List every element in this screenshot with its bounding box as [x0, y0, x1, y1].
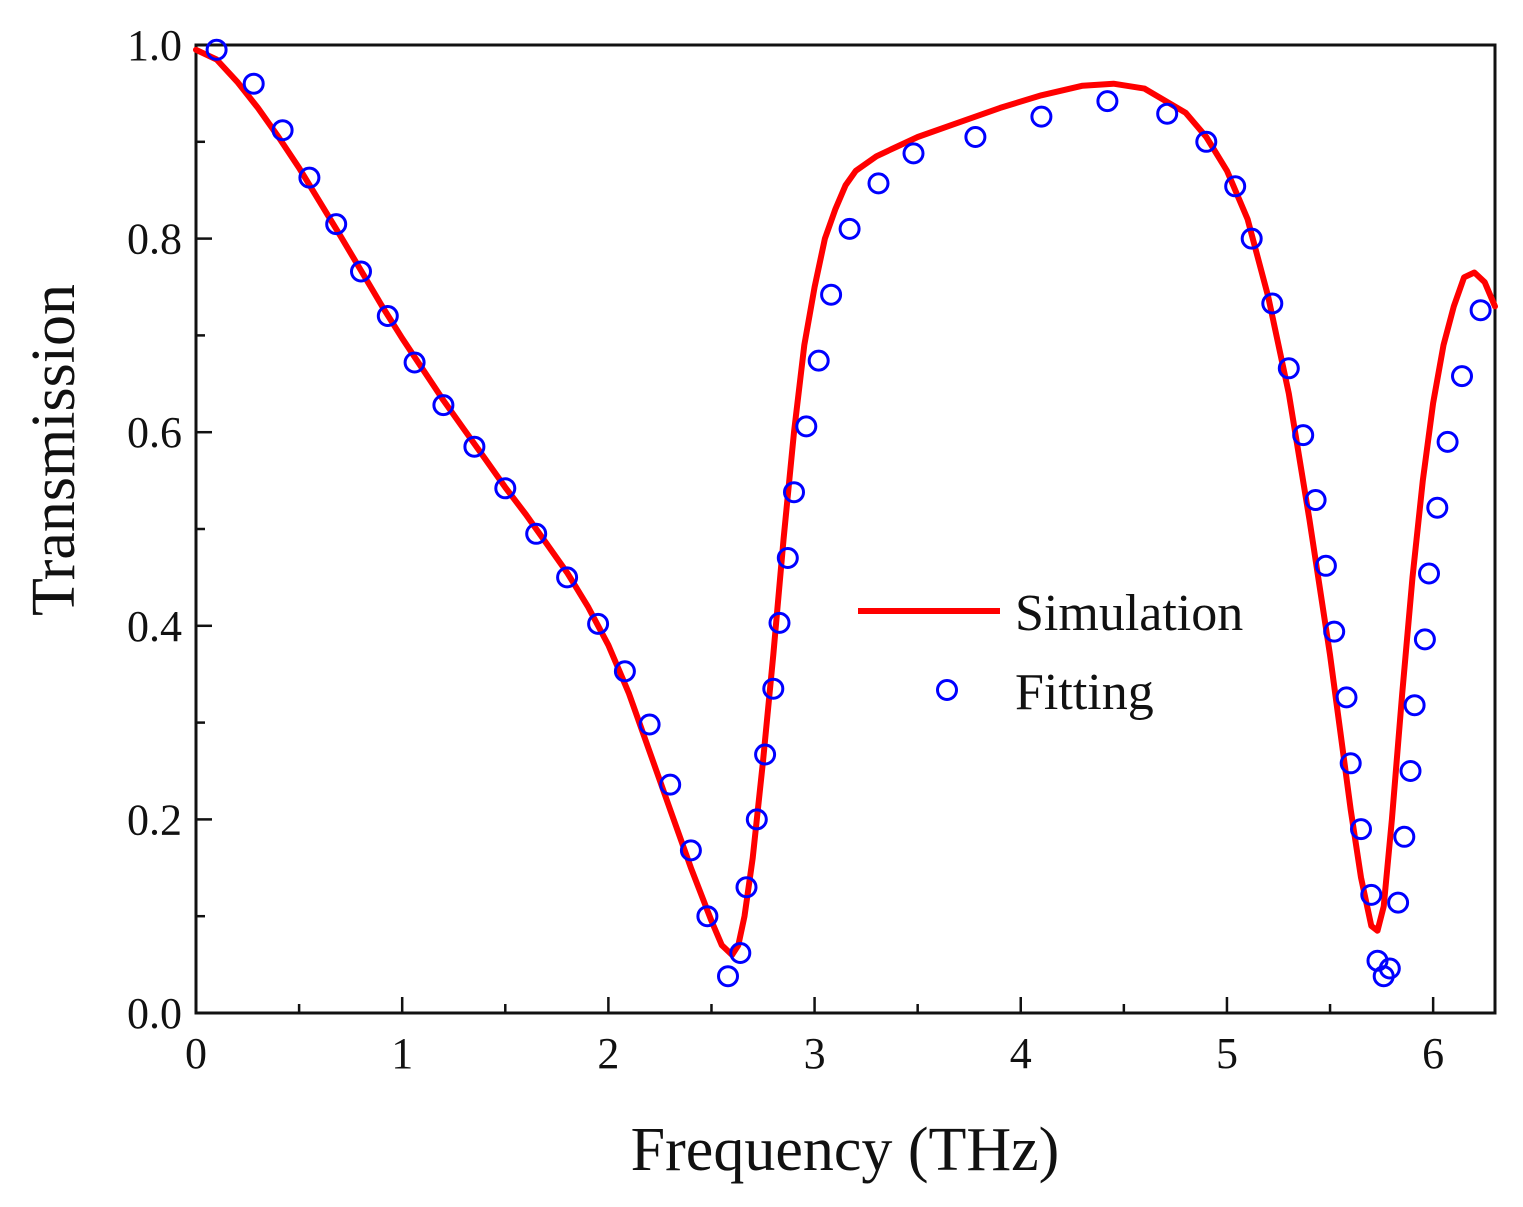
fitting-point: [1261, 292, 1284, 315]
fitting-point: [403, 351, 426, 374]
y-tick-label: 0.2: [127, 795, 182, 844]
fitting-point: [556, 566, 579, 589]
fitting-point: [1323, 620, 1346, 643]
fitting-point: [729, 942, 752, 964]
fitting-point: [1403, 694, 1426, 717]
legend: Simulation Fitting: [858, 585, 1243, 721]
fitting-point: [494, 477, 517, 500]
fitting-point: [1096, 90, 1119, 113]
fitting-point: [1350, 818, 1372, 841]
y-tick-label: 0.8: [127, 215, 182, 264]
fitting-point: [1156, 102, 1179, 125]
fitting-point: [838, 217, 861, 240]
fitting-point: [1240, 227, 1263, 250]
simulation-line: [193, 46, 1498, 958]
fitting-point: [638, 713, 661, 736]
legend-simulation-label: Simulation: [1015, 585, 1243, 642]
fitting-point: [1418, 562, 1440, 585]
fitting-point: [1413, 628, 1436, 651]
y-axis-ticks: 0.0 0.2 0.4 0.6 0.8 1.0: [127, 21, 212, 1038]
y-tick-label: 0.0: [127, 989, 182, 1038]
fitting-point: [754, 743, 777, 766]
fitting-point: [1277, 357, 1300, 380]
x-tick-label: 0: [185, 1029, 207, 1078]
fitting-point: [1339, 752, 1362, 775]
fitting-point: [1426, 496, 1449, 519]
x-tick-label: 2: [597, 1029, 619, 1078]
fitting-point: [964, 126, 987, 148]
fitting-point: [1469, 299, 1492, 322]
fitting-point: [1224, 175, 1247, 198]
fitting-point: [1195, 130, 1218, 153]
fitting-point: [1360, 883, 1383, 906]
x-tick-label: 6: [1422, 1029, 1444, 1078]
fitting-point: [1387, 891, 1410, 914]
x-tick-label: 1: [391, 1029, 413, 1078]
fitting-point: [613, 660, 636, 683]
fitting-point: [783, 481, 805, 504]
fitting-point: [807, 349, 830, 372]
fitting-point: [242, 72, 265, 95]
y-tick-label: 0.6: [127, 408, 182, 457]
fitting-point: [820, 283, 843, 306]
fitting-point: [735, 876, 758, 899]
fitting-point: [745, 808, 768, 831]
fitting-point: [350, 260, 372, 283]
fitting-point: [432, 394, 455, 417]
fitting-point: [1030, 105, 1053, 128]
fitting-point: [696, 905, 719, 928]
fitting-point: [298, 166, 321, 189]
fitting-point: [1393, 825, 1416, 848]
fitting-point: [1399, 760, 1422, 782]
fitting-point: [1292, 424, 1315, 447]
fitting-point: [376, 305, 399, 327]
fitting-point: [325, 213, 348, 236]
fitting-point: [795, 415, 818, 438]
fitting-point: [463, 435, 486, 458]
fitting-point: [776, 547, 799, 569]
fitting-point: [1378, 957, 1401, 980]
fitting-point: [1335, 686, 1358, 709]
fitting-point: [1451, 365, 1473, 388]
fitting-point: [659, 773, 682, 796]
series-layer: [193, 38, 1498, 988]
fitting-point: [1436, 430, 1459, 453]
fitting-point: [902, 142, 925, 165]
x-axis-ticks: 0 1 2 3 4 5 6: [185, 997, 1444, 1078]
x-tick-label: 3: [804, 1029, 826, 1078]
y-axis-title: Transmission: [20, 284, 88, 616]
fitting-point: [1314, 554, 1337, 577]
x-tick-label: 5: [1216, 1029, 1238, 1078]
fitting-point: [867, 172, 890, 195]
fitting-point: [205, 38, 228, 61]
x-tick-label: 4: [1010, 1029, 1032, 1078]
fitting-point: [768, 611, 791, 634]
fitting-point: [1304, 489, 1327, 511]
y-tick-label: 1.0: [127, 21, 182, 70]
legend-fitting-label: Fitting: [1015, 664, 1154, 721]
y-tick-label: 0.4: [127, 602, 182, 651]
fitting-point: [525, 522, 548, 545]
fitting-point: [717, 965, 739, 988]
fitting-point: [762, 677, 785, 700]
x-axis-title: Frequency (THz): [631, 1116, 1060, 1184]
fitting-point: [679, 839, 702, 862]
fitting-point: [587, 612, 610, 635]
legend-fitting-swatch: [936, 679, 958, 701]
fitting-point: [271, 119, 294, 142]
